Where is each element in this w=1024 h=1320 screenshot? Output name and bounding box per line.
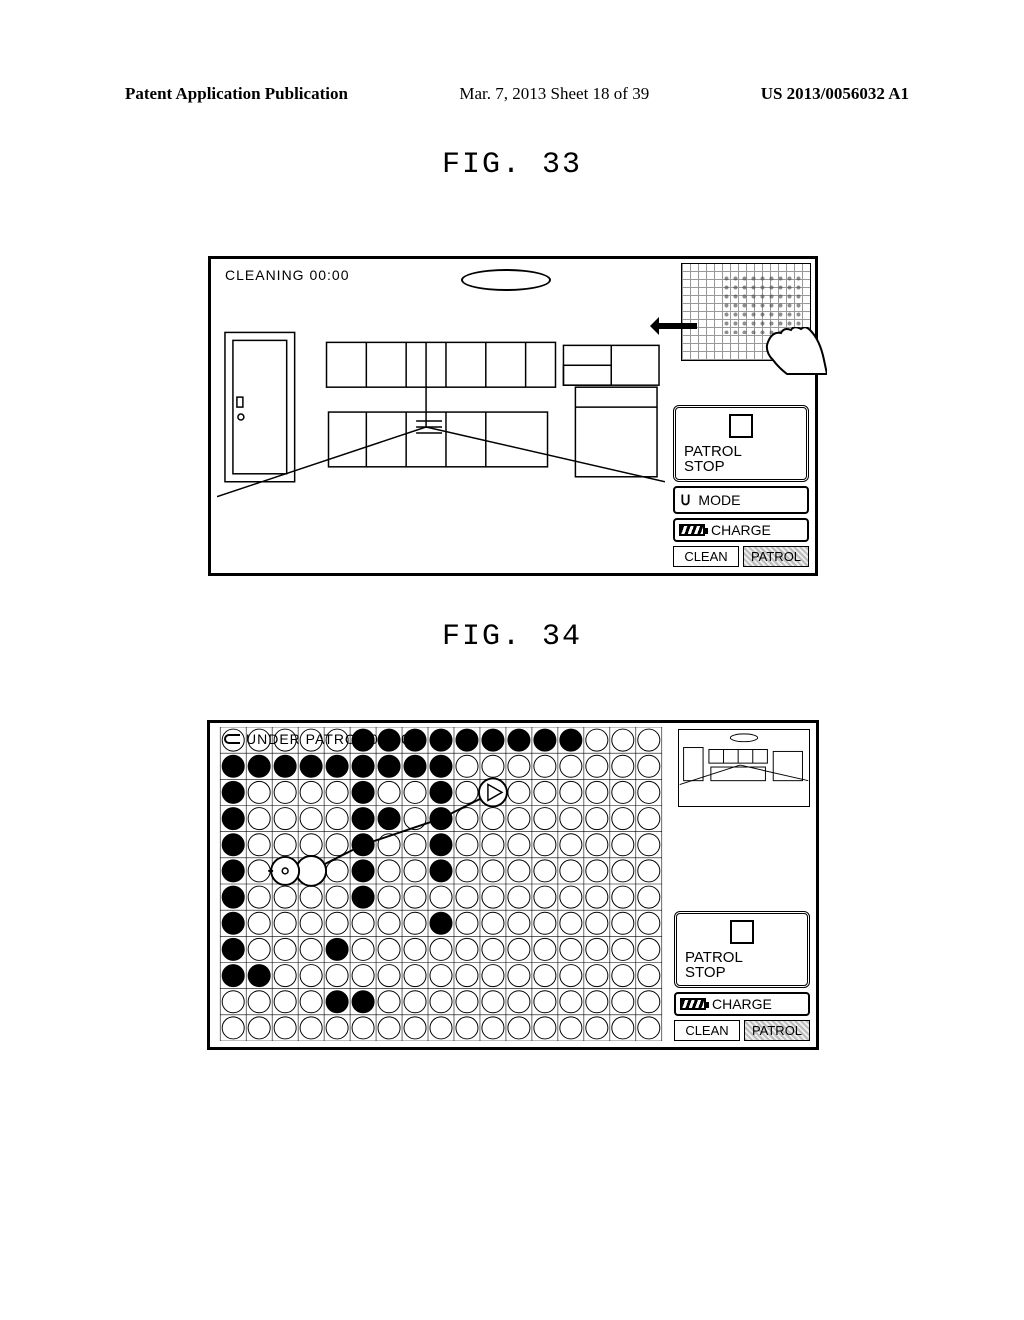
fig33-side-panel: PATROL STOP ⊃ MODE CHARGE CLEAN PATROL [673,405,809,568]
header-right: US 2013/0056032 A1 [761,84,909,104]
map-grid-svg [216,727,666,1041]
fig34-map[interactable] [216,727,666,1041]
tab-patrol[interactable]: PATROL [743,546,809,567]
fig33-room-view [217,287,665,567]
room-perspective-svg [217,287,665,567]
battery-icon-34 [680,998,706,1010]
charge-label: CHARGE [711,522,771,538]
fig33-status: CLEANING 00:00 [225,267,350,283]
patrol-label-2-34: STOP [685,965,799,981]
mode-button[interactable]: ⊃ MODE [673,486,809,514]
tab-patrol-34[interactable]: PATROL [744,1020,810,1041]
fig34-tabs: CLEAN PATROL [674,1020,810,1041]
battery-icon [679,524,705,536]
figure-33-label: FIG. 33 [0,148,1024,182]
charge-label-34: CHARGE [712,996,772,1012]
header-left: Patent Application Publication [125,84,348,104]
stop-square-icon [729,414,753,438]
patrol-label-1-34: PATROL [685,950,799,966]
charge-button[interactable]: CHARGE [673,518,809,542]
patrol-label-1: PATROL [684,444,798,460]
fig34-camera-preview[interactable] [678,729,810,807]
hand-pointer-icon [757,327,827,377]
patrol-stop-button-34[interactable]: PATROL STOP [674,911,810,989]
page-header: Patent Application Publication Mar. 7, 2… [0,84,1024,104]
fig33-screen: CLEANING 00:00 [208,256,818,576]
patrol-stop-button[interactable]: PATROL STOP [673,405,809,483]
tab-clean-34[interactable]: CLEAN [674,1020,740,1041]
stop-square-icon-34 [730,920,754,944]
swipe-arrow-icon [647,319,697,333]
header-center: Mar. 7, 2013 Sheet 18 of 39 [459,84,649,104]
fig34-screen: UNDER PATROL 00:00 PATROL STOP [207,720,819,1050]
tab-clean[interactable]: CLEAN [673,546,739,567]
fig34-side-panel: PATROL STOP CHARGE CLEAN PATROL [674,911,810,1042]
charge-button-34[interactable]: CHARGE [674,992,810,1016]
figure-34-label: FIG. 34 [0,620,1024,654]
patrol-label-2: STOP [684,459,798,475]
mode-icon: ⊃ [676,493,696,506]
mode-label: MODE [698,492,740,508]
fig33-tabs: CLEAN PATROL [673,546,809,567]
